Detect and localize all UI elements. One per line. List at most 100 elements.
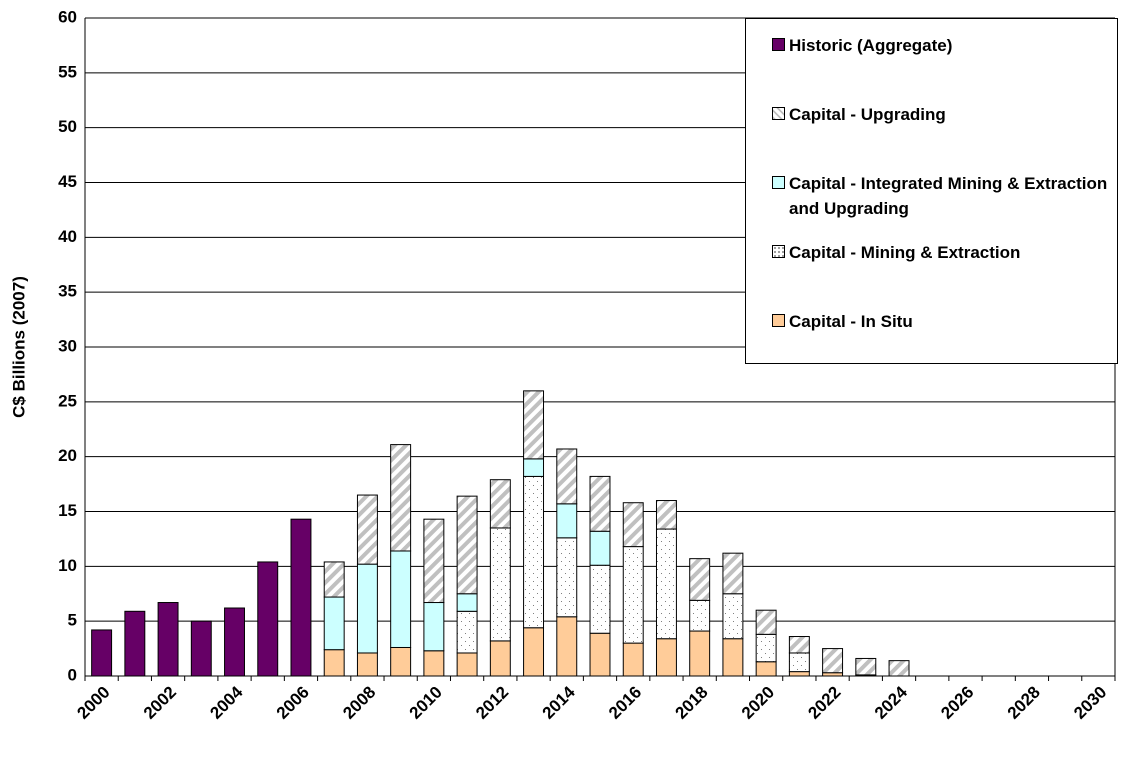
y-tick-label: 50 — [58, 117, 77, 136]
legend-label: Capital - In Situ — [789, 312, 913, 331]
x-tick-label: 2020 — [738, 683, 778, 723]
bar-segment — [655, 528, 677, 640]
bar-segment — [356, 563, 378, 654]
bar-segment — [91, 629, 113, 677]
y-axis-title: C$ Billions (2007) — [9, 276, 28, 418]
bar-segment — [556, 448, 578, 505]
y-tick-label: 15 — [58, 501, 77, 520]
bar-segment — [822, 648, 844, 674]
bar-segment — [390, 550, 412, 648]
bar-segment — [722, 552, 744, 595]
bar-segment — [855, 657, 877, 676]
x-tick-label: 2000 — [73, 683, 113, 723]
bar-segment — [489, 479, 511, 529]
legend-swatch — [772, 245, 785, 258]
bar-segment — [323, 561, 345, 598]
y-tick-label: 0 — [68, 665, 77, 684]
bar-segment — [888, 660, 910, 677]
bar-segment — [489, 527, 511, 642]
legend-label: Capital - Mining & Extraction — [789, 243, 1021, 262]
legend-entry: Capital - Integrated Mining & Extraction… — [772, 171, 1117, 221]
y-tick-label: 45 — [58, 172, 77, 191]
bar-segment — [456, 652, 478, 677]
y-tick-label: 60 — [58, 7, 77, 26]
bar-segment — [523, 458, 545, 477]
bar-segment — [390, 646, 412, 677]
legend-label: Capital - Upgrading — [789, 105, 946, 124]
y-tick-label: 10 — [58, 556, 77, 575]
y-tick-label: 35 — [58, 282, 77, 301]
x-tick-label: 2002 — [140, 683, 180, 723]
bar-segment — [523, 475, 545, 629]
y-tick-label: 20 — [58, 446, 77, 465]
y-tick-label: 5 — [68, 611, 77, 630]
bar-segment — [456, 495, 478, 595]
bar-segment — [356, 494, 378, 565]
legend-label: Capital - Integrated Mining & Extraction… — [789, 174, 1108, 218]
bar-segment — [755, 661, 777, 677]
x-tick-label: 2028 — [1004, 683, 1044, 723]
legend-entry: Capital - Mining & Extraction — [772, 240, 1117, 265]
bar-segment — [489, 640, 511, 677]
bar-segment — [589, 564, 611, 634]
legend: Historic (Aggregate) Capital - Upgrading C… — [745, 18, 1118, 364]
x-tick-label: 2008 — [339, 683, 379, 723]
bar-segment — [755, 633, 777, 663]
bar-segment — [622, 642, 644, 677]
bar-segment — [423, 518, 445, 604]
bar-segment — [456, 610, 478, 654]
bar-segment — [224, 607, 245, 677]
x-tick-label: 2010 — [406, 683, 446, 723]
bar-segment — [788, 636, 810, 654]
legend-label: Historic (Aggregate) — [789, 36, 953, 55]
bar-segment — [622, 502, 644, 548]
bar-segment — [589, 530, 611, 566]
bar-segment — [755, 609, 777, 635]
legend-swatch — [772, 314, 785, 327]
x-tick-label: 2004 — [206, 682, 247, 723]
bar-segment — [157, 602, 179, 677]
x-tick-label: 2018 — [671, 683, 711, 723]
bar-segment — [290, 518, 312, 677]
bar-segment — [523, 627, 545, 677]
bar-segment — [722, 593, 744, 640]
legend-entry: Historic (Aggregate) — [772, 33, 1117, 58]
bar-segment — [556, 537, 578, 618]
x-tick-label: 2014 — [539, 682, 580, 723]
bar-segment — [556, 503, 578, 539]
legend-swatch — [772, 107, 785, 120]
bar-segment — [124, 610, 146, 677]
x-tick-label: 2024 — [871, 682, 912, 723]
bar-segment — [323, 596, 345, 651]
bar-segment — [689, 599, 711, 632]
bar-segment — [257, 561, 279, 677]
y-tick-label: 55 — [58, 62, 77, 81]
legend-swatch — [772, 176, 785, 189]
bar-segment — [523, 390, 545, 460]
x-tick-label: 2022 — [804, 683, 844, 723]
bar-segment — [589, 632, 611, 677]
bar-segment — [190, 620, 212, 677]
bar-segment — [788, 652, 810, 673]
y-tick-label: 30 — [58, 336, 77, 355]
bar-segment — [456, 593, 478, 612]
bar-segment — [655, 500, 677, 530]
x-tick-label: 2006 — [273, 683, 313, 723]
x-tick-label: 2012 — [472, 683, 512, 723]
legend-entry: Capital - In Situ — [772, 309, 1117, 334]
x-tick-label: 2030 — [1070, 683, 1110, 723]
x-tick-label: 2016 — [605, 683, 645, 723]
bar-segment — [423, 602, 445, 652]
bar-segment — [722, 638, 744, 677]
bar-segment — [622, 546, 644, 644]
y-tick-label: 25 — [58, 391, 77, 410]
legend-entry: Capital - Upgrading — [772, 102, 1117, 127]
bar-segment — [423, 650, 445, 677]
bar-segment — [689, 558, 711, 601]
bar-segment — [788, 671, 810, 677]
legend-swatch — [772, 38, 785, 51]
bar-segment — [655, 638, 677, 677]
bar-segment — [689, 630, 711, 677]
y-tick-label: 40 — [58, 227, 77, 246]
